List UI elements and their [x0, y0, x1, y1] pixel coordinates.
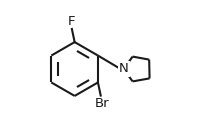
Text: F: F: [68, 15, 76, 28]
Text: Br: Br: [94, 97, 109, 110]
Text: N: N: [119, 63, 129, 75]
